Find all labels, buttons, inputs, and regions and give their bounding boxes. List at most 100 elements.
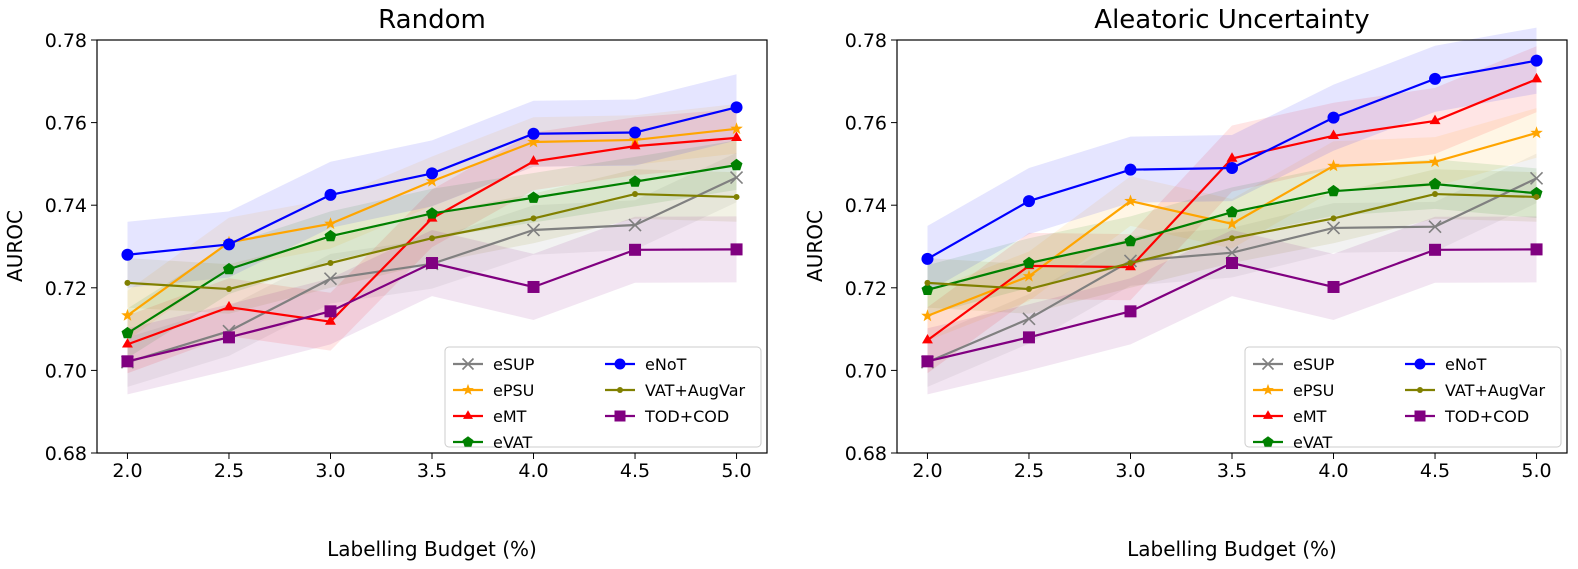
panel-random: Random Labelling Budget (%) AUROC 2.0 2.5… (3, 5, 768, 561)
marker-star (527, 135, 540, 148)
marker-circle (1124, 163, 1137, 176)
series-4 (121, 101, 743, 261)
marker-triangle (731, 131, 742, 141)
y-axis-label: AUROC (803, 210, 827, 282)
marker-x (1225, 246, 1239, 260)
marker-pentagon (730, 158, 743, 171)
series-5 (924, 191, 1540, 293)
marker-star (121, 308, 134, 321)
marker-x (1428, 220, 1442, 234)
marker-dot (733, 193, 740, 200)
y-tick-label: 0.68 (845, 443, 887, 465)
marker-pentagon (527, 191, 540, 203)
marker-dot (530, 215, 537, 222)
marker-pentagon (921, 283, 934, 295)
series-3 (121, 158, 743, 339)
marker-square (1414, 410, 1426, 422)
legend-label: eMT (493, 407, 527, 426)
marker-circle (222, 238, 235, 251)
legend-label: eNoT (1445, 355, 1487, 374)
legend-item: eMT (1253, 407, 1327, 426)
marker-square (1429, 243, 1442, 256)
marker-star (324, 217, 337, 230)
confidence-band-1 (127, 104, 737, 341)
legend-item: eVAT (453, 433, 532, 452)
confidence-band-6 (127, 216, 737, 395)
legend-label: eNoT (645, 355, 687, 374)
x-tick-label: 4.0 (518, 460, 548, 482)
marker-pentagon (324, 229, 337, 242)
marker-dot (1127, 260, 1134, 267)
marker-star (1225, 217, 1239, 230)
marker-triangle (1531, 72, 1542, 83)
marker-pentagon (1530, 186, 1543, 199)
panel-aleatoric-uncertainty: Aleatoric Uncertainty Labelling Budget (… (803, 5, 1568, 561)
series-6 (121, 243, 743, 368)
x-tick-label: 3.5 (1217, 460, 1247, 482)
marker-circle (614, 358, 626, 370)
series-1 (921, 126, 1543, 322)
confidence-band-0 (927, 153, 1537, 387)
marker-pentagon (426, 207, 438, 219)
legend-item: TOD+COD (605, 407, 729, 426)
marker-star (921, 309, 934, 322)
marker-x (628, 218, 642, 232)
marker-triangle (922, 334, 933, 344)
marker-square (121, 355, 134, 368)
marker-triangle (1263, 410, 1273, 419)
marker-triangle (325, 315, 336, 325)
series-6 (921, 243, 1543, 368)
legend-label: ePSU (1293, 381, 1334, 400)
marker-x (461, 357, 475, 371)
legend-item: ePSU (1253, 381, 1334, 400)
legend: eSUP ePSU eMT eVAT eNoT VAT+AugVar TOD+COD (1244, 346, 1562, 452)
y-tick-label: 0.78 (845, 30, 887, 52)
legend-item: eNoT (1405, 355, 1487, 374)
y-tick-label: 0.76 (845, 113, 887, 135)
x-axis-label: Labelling Budget (%) (1127, 537, 1337, 561)
marker-pentagon (121, 326, 134, 339)
y-tick-label: 0.68 (45, 443, 87, 465)
chart-title: Random (378, 5, 486, 35)
x-tick-label: 3.0 (1115, 460, 1145, 482)
legend-item: VAT+AugVar (1405, 381, 1546, 400)
x-tick-label: 2.0 (112, 460, 142, 482)
marker-dot (327, 260, 334, 267)
marker-pentagon (1226, 205, 1238, 218)
legend-label: ePSU (493, 381, 534, 400)
y-tick-label: 0.78 (45, 30, 87, 52)
marker-circle (426, 167, 438, 180)
marker-circle (730, 101, 743, 114)
marker-square (1530, 243, 1543, 256)
marker-square (1124, 305, 1137, 318)
marker-x (323, 272, 338, 286)
marker-pentagon (223, 262, 235, 275)
legend-item: ePSU (453, 381, 534, 400)
marker-circle (1530, 54, 1543, 67)
x-tick-label: 4.0 (1318, 460, 1348, 482)
legend-box (444, 346, 762, 448)
legend-label: eVAT (493, 433, 532, 452)
marker-square (527, 280, 540, 293)
marker-dot (1417, 387, 1423, 393)
x-tick-label: 3.0 (315, 460, 345, 482)
marker-circle (1022, 195, 1035, 208)
confidence-band-0 (127, 152, 737, 387)
marker-triangle (463, 410, 473, 419)
marker-circle (324, 188, 337, 201)
marker-circle (629, 126, 642, 139)
marker-star (1327, 159, 1340, 172)
legend-label: TOD+COD (644, 407, 729, 426)
marker-x (1261, 357, 1275, 371)
marker-dot (1533, 193, 1540, 200)
legend: eSUP ePSU eMT eVAT eNoT VAT+AugVar TOD+COD (444, 346, 762, 452)
marker-square (324, 305, 337, 318)
marker-dot (632, 191, 639, 198)
marker-star (1262, 383, 1274, 395)
x-tick-label: 3.5 (417, 460, 447, 482)
marker-pentagon (462, 436, 474, 447)
marker-x (729, 170, 744, 185)
legend-label: VAT+AugVar (1445, 381, 1546, 400)
marker-triangle (528, 155, 539, 165)
marker-circle (921, 252, 934, 265)
